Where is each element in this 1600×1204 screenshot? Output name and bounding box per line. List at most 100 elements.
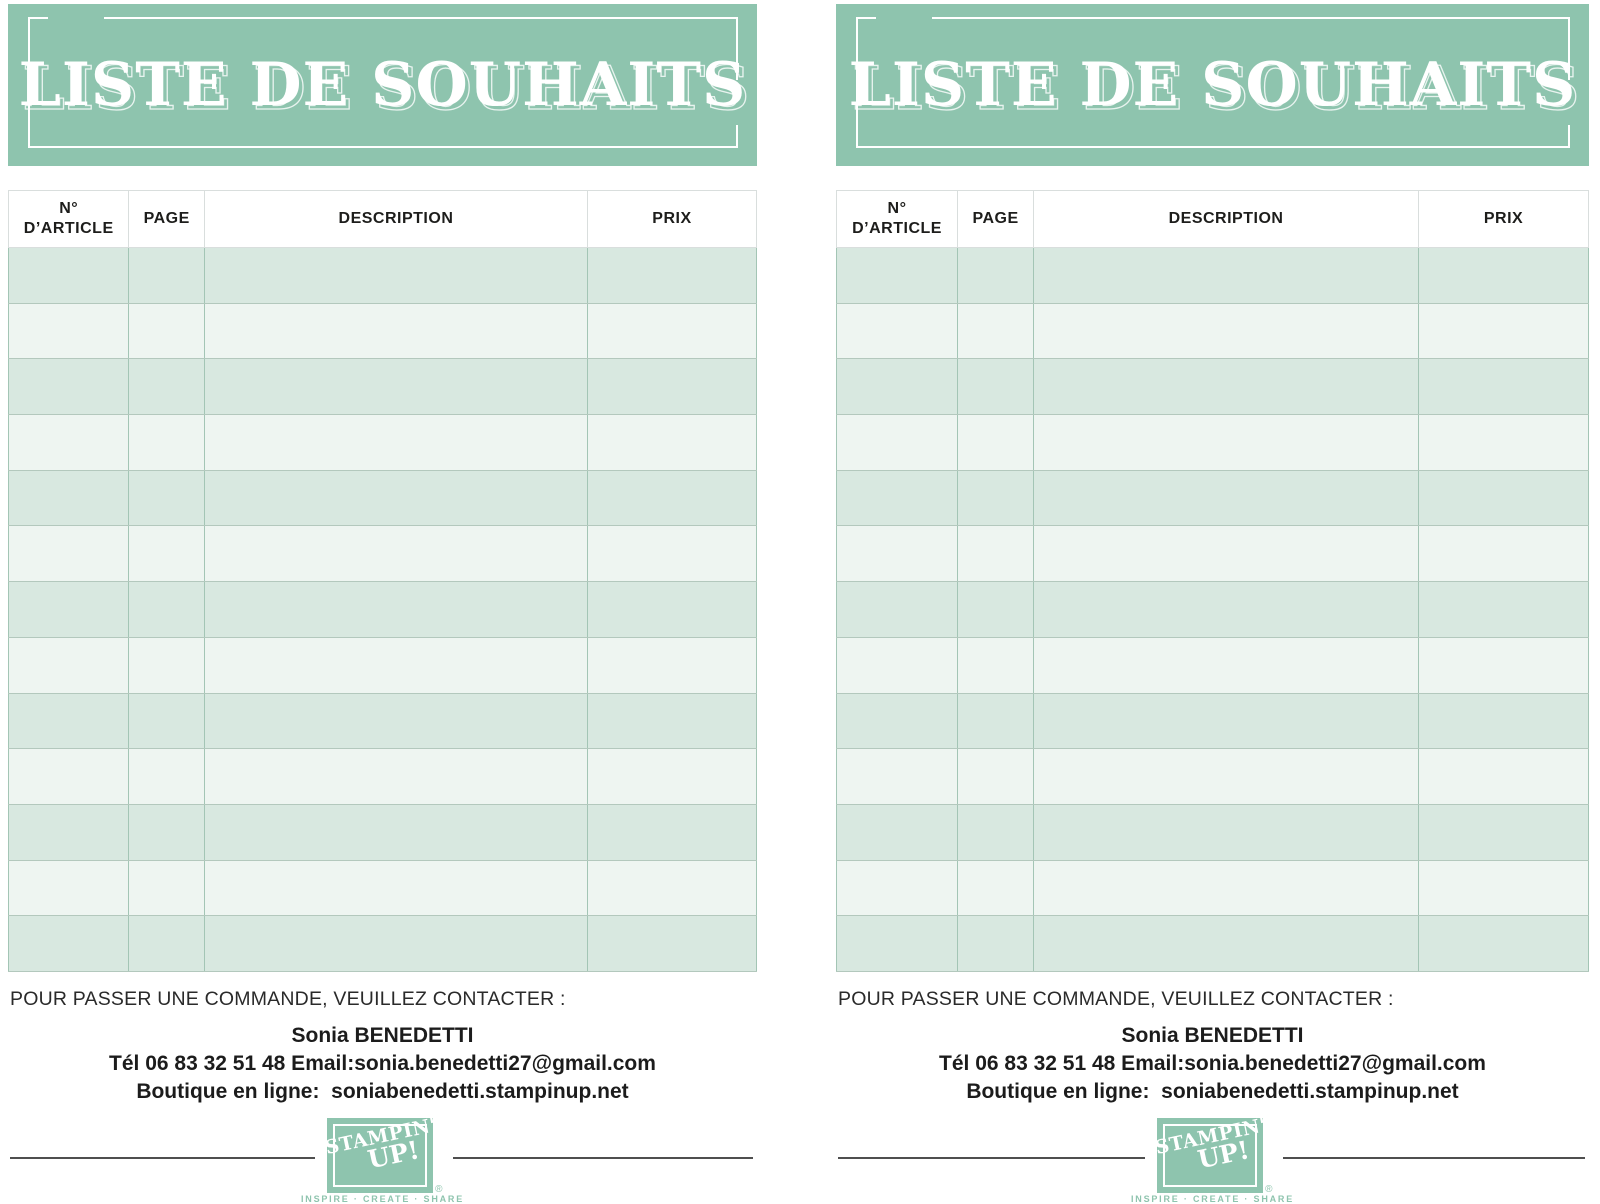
table-cell-empty [1418,414,1589,471]
table-cell-empty [203,581,588,638]
col-header-prix: PRIX [586,190,758,248]
table-cell-empty [586,692,758,750]
table-cell-empty [128,748,205,805]
table-cell-empty [128,915,205,972]
table-row [7,748,758,805]
table-row [7,525,758,583]
table-cell-empty [128,692,205,750]
wishlist-panel-right: LISTE DE SOUHAITS N° D’ARTICLE PAGE DESC… [835,0,1589,1204]
logo-tagline: INSPIRE · CREATE · SHARE [1130,1194,1295,1204]
table-cell-empty [586,358,758,416]
table-cell-empty [835,525,959,583]
table-row [835,748,1589,805]
table-row [835,581,1589,638]
page-title: LISTE DE SOUHAITS [19,55,750,119]
table-cell-empty [128,581,205,638]
table-row [835,636,1589,694]
table-cell-empty [1418,915,1589,972]
title-banner: LISTE DE SOUHAITS [836,4,1589,166]
table-cell-empty [1032,247,1420,304]
table-row [7,358,758,416]
table-cell-empty [128,247,205,304]
table-row [7,581,758,638]
table-row [835,247,1589,304]
table-cell-empty [7,414,130,471]
table-cell-empty [1032,302,1420,360]
table-cell-empty [957,915,1034,972]
table-cell-empty [128,358,205,416]
table-cell-empty [7,748,130,805]
table-cell-empty [203,803,588,861]
table-cell-empty [1418,247,1589,304]
table-cell-empty [586,581,758,638]
table-cell-empty [203,414,588,471]
table-cell-empty [128,414,205,471]
table-cell-empty [957,469,1034,527]
table-cell-empty [835,692,959,750]
table-cell-empty [7,859,130,917]
table-cell-empty [835,636,959,694]
table-cell-empty [7,581,130,638]
table-row [7,692,758,750]
table-cell-empty [203,859,588,917]
table-cell-empty [957,803,1034,861]
table-cell-empty [586,803,758,861]
contact-website: Boutique en ligne: soniabenedetti.stampi… [136,1080,629,1103]
divider-line-right [1282,1157,1585,1159]
divider-line-left [10,1157,315,1159]
table-cell-empty [7,247,130,304]
logo-frame [332,1124,427,1187]
table-cell-empty [128,636,205,694]
table-cell-empty [957,748,1034,805]
table-cell-empty [7,803,130,861]
contact-name: Sonia BENEDETTI [291,1024,474,1047]
contact-name: Sonia BENEDETTI [1121,1024,1304,1047]
wishlist-panel-left: LISTE DE SOUHAITS N° D’ARTICLE PAGE DESC… [7,0,758,1204]
table-cell-empty [1032,859,1420,917]
table-cell-empty [1418,302,1589,360]
table-cell-empty [7,692,130,750]
table-cell-empty [957,581,1034,638]
table-cell-empty [1418,525,1589,583]
table-cell-empty [835,748,959,805]
table-cell-empty [128,302,205,360]
table-header-row: N° D’ARTICLE PAGE DESCRIPTION PRIX [7,190,758,248]
contact-phone-email: Tél 06 83 32 51 48 Email:sonia.benedetti… [939,1052,1486,1075]
table-cell-empty [203,692,588,750]
col-header-article-line1: N° [59,200,79,217]
registered-mark: ® [435,1184,443,1195]
table-cell-empty [957,692,1034,750]
stampin-up-logo: STAMPIN' UP! ® [323,1114,443,1195]
table-row [7,302,758,360]
table-row [835,915,1589,972]
table-cell-empty [586,247,758,304]
table-row [7,414,758,471]
contact-website: Boutique en ligne: soniabenedetti.stampi… [966,1080,1459,1103]
table-cell-empty [586,302,758,360]
table-cell-empty [1418,581,1589,638]
table-cell-empty [1418,859,1589,917]
table-cell-empty [1418,692,1589,750]
col-header-prix: PRIX [1418,190,1589,248]
col-header-page: PAGE [957,190,1034,248]
table-cell-empty [586,636,758,694]
col-header-article-line1: N° [887,200,907,217]
contact-phone-email: Tél 06 83 32 51 48 Email:sonia.benedetti… [109,1052,656,1075]
col-header-description: DESCRIPTION [1032,190,1420,248]
table-cell-empty [835,581,959,638]
table-cell-empty [128,525,205,583]
table-cell-empty [1032,748,1420,805]
contact-intro: POUR PASSER UNE COMMANDE, VEUILLEZ CONTA… [10,988,566,1010]
table-cell-empty [7,636,130,694]
table-cell-empty [203,915,588,972]
table-cell-empty [835,915,959,972]
table-cell-empty [586,414,758,471]
table-row [835,302,1589,360]
table-cell-empty [835,803,959,861]
table-cell-empty [1032,803,1420,861]
table-cell-empty [835,358,959,416]
table-cell-empty [203,358,588,416]
table-cell-empty [586,915,758,972]
table-cell-empty [1418,748,1589,805]
table-cell-empty [835,247,959,304]
